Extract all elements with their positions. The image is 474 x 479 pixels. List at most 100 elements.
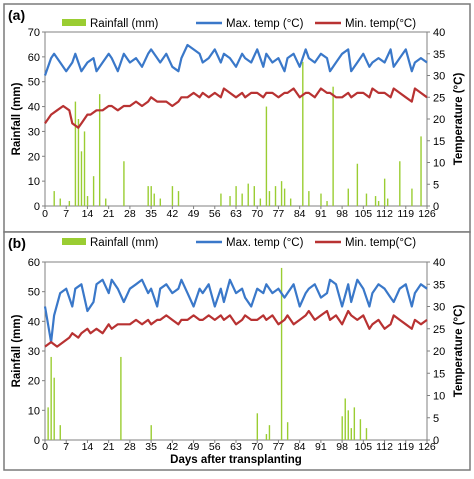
y-left-tick-label: 60 bbox=[28, 257, 40, 269]
chart-panel-a: 0 10 20 30 40 50 60 70 0 5 10 15 20 25 30 35 40 0 7 14 21 28 3… bbox=[3, 3, 471, 233]
x-tick-label: 84 bbox=[294, 441, 306, 453]
rainfall-bar bbox=[47, 407, 49, 440]
x-tick-label: 14 bbox=[82, 441, 94, 453]
rainfall-bar bbox=[105, 198, 107, 206]
rainfall-bar bbox=[53, 191, 55, 206]
rainfall-bar bbox=[235, 186, 237, 206]
rainfall-bar bbox=[399, 161, 401, 206]
x-tick-label: 98 bbox=[336, 208, 348, 220]
x-tick-label: 84 bbox=[294, 208, 306, 220]
x-tick-label: 56 bbox=[209, 208, 221, 220]
panel-label: (b) bbox=[8, 235, 26, 251]
x-tick-label: 77 bbox=[273, 208, 285, 220]
x-tick-label: 0 bbox=[42, 208, 48, 220]
x-tick-label: 49 bbox=[188, 208, 200, 220]
rainfall-bar bbox=[280, 181, 283, 206]
rainfall-bar bbox=[59, 198, 61, 206]
y-right-tick-label: 15 bbox=[433, 136, 445, 148]
rainfall-bar bbox=[383, 178, 386, 206]
x-tick-label: 70 bbox=[251, 441, 263, 453]
x-tick-label: 21 bbox=[103, 441, 115, 453]
y-right-tick-label: 0 bbox=[433, 201, 439, 213]
rainfall-bar bbox=[280, 267, 283, 440]
legend-label: Rainfall (mm) bbox=[90, 237, 159, 249]
rainfall-bar bbox=[265, 106, 268, 206]
rainfall-bar bbox=[220, 193, 222, 206]
y-left-tick-label: 10 bbox=[28, 405, 40, 417]
rainfall-bar bbox=[420, 136, 422, 206]
x-tick-label: 28 bbox=[124, 208, 136, 220]
rainfall-bar bbox=[347, 188, 349, 206]
y-right-tick-label: 40 bbox=[433, 27, 445, 39]
rainfall-bar bbox=[359, 419, 362, 440]
rainfall-bar bbox=[83, 131, 86, 206]
x-tick-label: 28 bbox=[124, 441, 136, 453]
y-left-tick-label: 50 bbox=[28, 287, 40, 299]
y-axis-title-right: Temperature (°C) bbox=[453, 73, 465, 166]
legend-label: Max. temp (°C) bbox=[226, 237, 304, 249]
x-tick-label: 91 bbox=[315, 208, 327, 220]
rainfall-bar bbox=[344, 398, 346, 440]
legend: Rainfall (mm) Max. temp (°C) Min. temp(°C) bbox=[62, 237, 416, 249]
rainfall-series bbox=[47, 267, 368, 440]
rainfall-bar bbox=[411, 188, 413, 206]
y-right-tick-label: 10 bbox=[433, 391, 445, 403]
y-right-tick-label: 35 bbox=[433, 279, 445, 291]
panel-frame bbox=[3, 231, 471, 471]
y-left-tick-label: 50 bbox=[28, 77, 40, 89]
y-right-tick-label: 10 bbox=[433, 158, 445, 170]
panel-label: (a) bbox=[8, 7, 25, 23]
rainfall-bar bbox=[50, 356, 52, 440]
rainfall-bar bbox=[241, 193, 243, 206]
y-left-tick-label: 0 bbox=[34, 201, 40, 213]
x-tick-label: 112 bbox=[376, 208, 393, 220]
rainfall-bar bbox=[259, 198, 262, 206]
rainfall-bar bbox=[68, 201, 71, 206]
x-tick-label: 0 bbox=[42, 441, 48, 453]
y-left-tick-label: 70 bbox=[28, 27, 40, 39]
max-temp-line bbox=[43, 43, 428, 76]
rainfall-bar bbox=[256, 413, 259, 440]
y-right-tick-label: 40 bbox=[433, 257, 445, 269]
y-left-tick-label: 60 bbox=[28, 52, 40, 64]
legend-label: Min. temp(°C) bbox=[345, 237, 416, 249]
y-right-tick-label: 0 bbox=[433, 435, 439, 447]
x-tick-label: 77 bbox=[273, 441, 285, 453]
x-tick-label: 35 bbox=[145, 208, 157, 220]
y-left-tick-label: 10 bbox=[28, 176, 40, 188]
rainfall-bar bbox=[98, 94, 101, 206]
min-temp-line bbox=[44, 87, 428, 129]
rainfall-bar bbox=[229, 196, 231, 206]
legend-label: Min. temp(°C) bbox=[345, 18, 416, 30]
rainfall-bar bbox=[150, 425, 152, 440]
rainfall-bar bbox=[159, 198, 162, 206]
y-right-tick-label: 5 bbox=[433, 179, 439, 191]
rainfall-bar bbox=[332, 86, 334, 206]
legend: Rainfall (mm) Max. temp (°C) Min. temp(°C) bbox=[62, 18, 416, 30]
x-tick-label: 14 bbox=[82, 208, 94, 220]
rainfall-bar bbox=[356, 163, 359, 206]
rainfall-bar bbox=[59, 425, 61, 440]
y-right-tick-label: 25 bbox=[433, 92, 445, 104]
rainfall-bar bbox=[365, 428, 368, 440]
x-tick-label: 112 bbox=[376, 441, 393, 453]
y-axis-title-left: Rainfall (mm) bbox=[11, 82, 23, 155]
x-tick-label: 126 bbox=[418, 441, 436, 453]
y-axis-title-left: Rainfall (mm) bbox=[11, 314, 23, 387]
x-tick-label: 63 bbox=[230, 208, 242, 220]
y-right-tick-label: 30 bbox=[433, 302, 445, 314]
rainfall-bar bbox=[365, 193, 368, 206]
y-right-tick-label: 20 bbox=[433, 114, 445, 126]
rainfall-bar bbox=[374, 196, 377, 206]
rainfall-bar bbox=[92, 176, 95, 206]
x-tick-label: 7 bbox=[63, 441, 69, 453]
y-left-tick-label: 30 bbox=[28, 346, 40, 358]
y-left-tick-label: 40 bbox=[28, 102, 40, 114]
x-tick-label: 63 bbox=[230, 441, 242, 453]
rainfall-bar bbox=[347, 410, 349, 440]
x-tick-label: 126 bbox=[418, 208, 436, 220]
y-axis-title-right: Temperature (°C) bbox=[453, 305, 465, 398]
x-tick-label: 21 bbox=[103, 208, 115, 220]
x-tick-label: 119 bbox=[397, 441, 414, 453]
